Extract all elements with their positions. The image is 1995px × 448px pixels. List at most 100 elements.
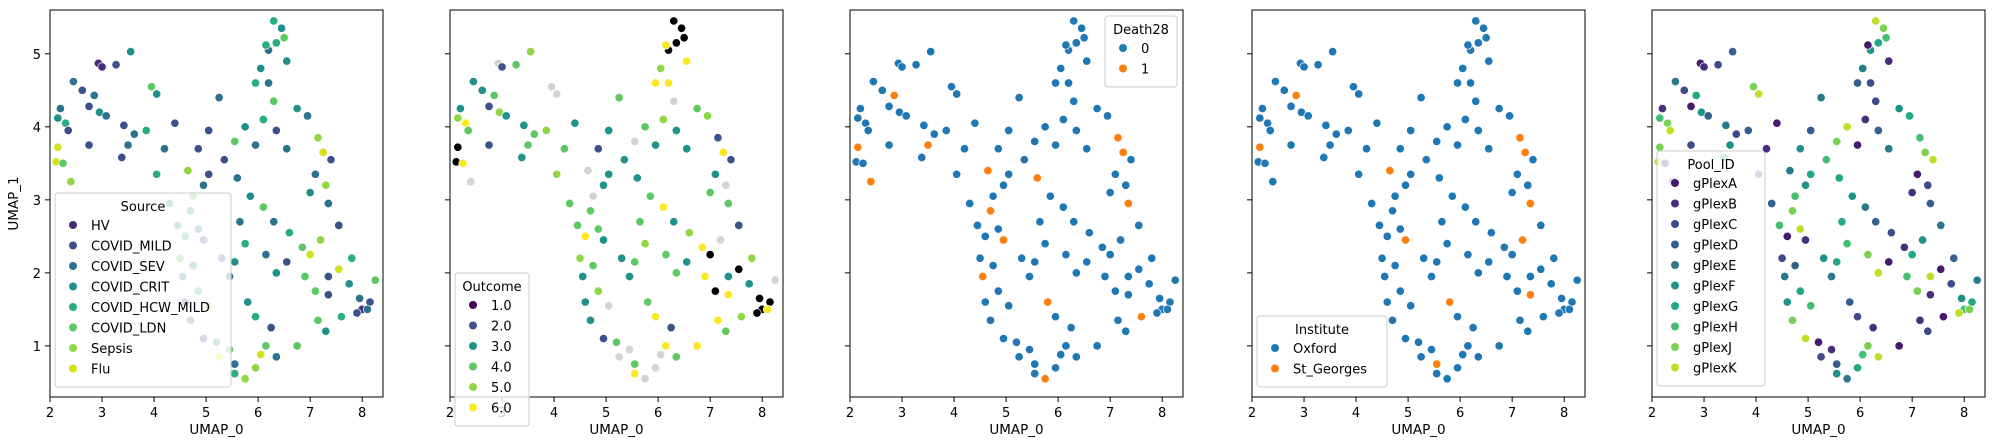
- data-point: [1507, 250, 1517, 260]
- data-point: [1061, 40, 1071, 50]
- legend-marker: [469, 342, 477, 350]
- x-axis-label: UMAP_0: [1791, 422, 1845, 438]
- data-point: [1040, 239, 1050, 249]
- data-point: [219, 155, 229, 165]
- x-tick-label: 8: [758, 406, 766, 421]
- legend-marker: [69, 364, 77, 373]
- data-point: [705, 187, 715, 198]
- data-point: [676, 23, 687, 33]
- data-point: [1923, 180, 1933, 190]
- data-point: [297, 242, 307, 252]
- data-point: [1152, 308, 1162, 318]
- legend-entry: 1: [1141, 63, 1149, 78]
- data-point: [1816, 93, 1826, 103]
- data-point: [1328, 47, 1338, 57]
- data-point: [762, 304, 772, 314]
- legend: Institute Oxford St_Georges: [1256, 315, 1388, 388]
- data-point: [1255, 113, 1265, 123]
- data-point: [1103, 111, 1113, 121]
- data-point: [1458, 63, 1468, 73]
- x-tick-label: 7: [1508, 406, 1516, 421]
- data-point: [1774, 220, 1785, 230]
- data-point: [661, 40, 671, 50]
- x-axis-label: UMAP_0: [589, 422, 643, 438]
- x-ticks: 2 3 4 5 6 7 8: [1248, 397, 1568, 421]
- x-tick-label: 7: [1908, 406, 1916, 421]
- data-point: [1515, 133, 1525, 143]
- data-point: [552, 89, 562, 99]
- data-point: [1024, 344, 1035, 355]
- data-point: [661, 250, 671, 260]
- legend-marker: [1671, 322, 1679, 331]
- data-point: [334, 264, 344, 274]
- legend-marker: [1671, 199, 1679, 208]
- data-point: [1050, 312, 1061, 322]
- data-point: [1155, 293, 1165, 303]
- data-point: [1852, 363, 1863, 373]
- legend-entry: 2.0: [491, 320, 512, 335]
- data-point: [1030, 257, 1040, 267]
- data-point: [1721, 120, 1731, 130]
- data-point: [1936, 264, 1946, 274]
- data-point: [310, 286, 320, 296]
- points: [851, 16, 1180, 384]
- data-point: [526, 47, 536, 57]
- data-point: [747, 253, 757, 263]
- data-point: [1790, 261, 1800, 271]
- data-point: [952, 169, 962, 179]
- data-point: [1515, 315, 1525, 325]
- data-point: [671, 352, 681, 362]
- data-point: [877, 85, 887, 95]
- data-point: [1925, 198, 1935, 209]
- data-point: [1147, 253, 1157, 263]
- data-point: [980, 297, 990, 307]
- data-point: [713, 133, 723, 143]
- axes-frame: [1251, 9, 1586, 398]
- data-point: [1520, 147, 1530, 157]
- data-point: [511, 60, 521, 70]
- data-point: [1303, 111, 1313, 121]
- data-point: [1460, 202, 1470, 212]
- data-point: [1538, 312, 1548, 322]
- data-point: [682, 56, 692, 66]
- data-point: [1058, 202, 1068, 212]
- data-point: [84, 140, 94, 150]
- data-point: [152, 169, 162, 179]
- data-point: [710, 169, 720, 179]
- data-point: [617, 253, 627, 263]
- data-point: [593, 144, 603, 154]
- data-point: [578, 271, 588, 282]
- legend-title: Source: [121, 200, 166, 215]
- legend-entry: 4.0: [491, 361, 512, 376]
- data-point: [1936, 220, 1946, 230]
- data-point: [1032, 173, 1042, 183]
- data-point: [1082, 144, 1092, 154]
- data-point: [1110, 169, 1120, 179]
- data-point: [723, 198, 733, 209]
- data-point: [1011, 337, 1022, 347]
- data-point: [1092, 341, 1102, 351]
- legend-box: [1656, 150, 1766, 387]
- data-point: [204, 169, 214, 179]
- data-point: [1395, 224, 1405, 234]
- data-point: [477, 85, 487, 95]
- data-point: [347, 253, 357, 263]
- data-point: [1873, 352, 1883, 362]
- data-point: [1528, 155, 1538, 165]
- data-point: [1071, 352, 1081, 362]
- data-point: [897, 62, 907, 72]
- data-point: [1468, 323, 1478, 333]
- data-point: [593, 286, 603, 296]
- data-point: [1061, 341, 1071, 351]
- data-point: [1972, 275, 1982, 285]
- data-point: [1400, 180, 1411, 190]
- data-point: [1743, 125, 1753, 136]
- x-tick-label: 4: [550, 406, 558, 421]
- data-point: [985, 206, 996, 216]
- x-tick-label: 6: [654, 406, 662, 421]
- data-point: [1816, 352, 1826, 362]
- legend-entry: Flu: [91, 363, 110, 378]
- data-point: [1017, 253, 1027, 263]
- data-point: [1499, 242, 1509, 252]
- x-tick-label: 2: [1248, 406, 1256, 421]
